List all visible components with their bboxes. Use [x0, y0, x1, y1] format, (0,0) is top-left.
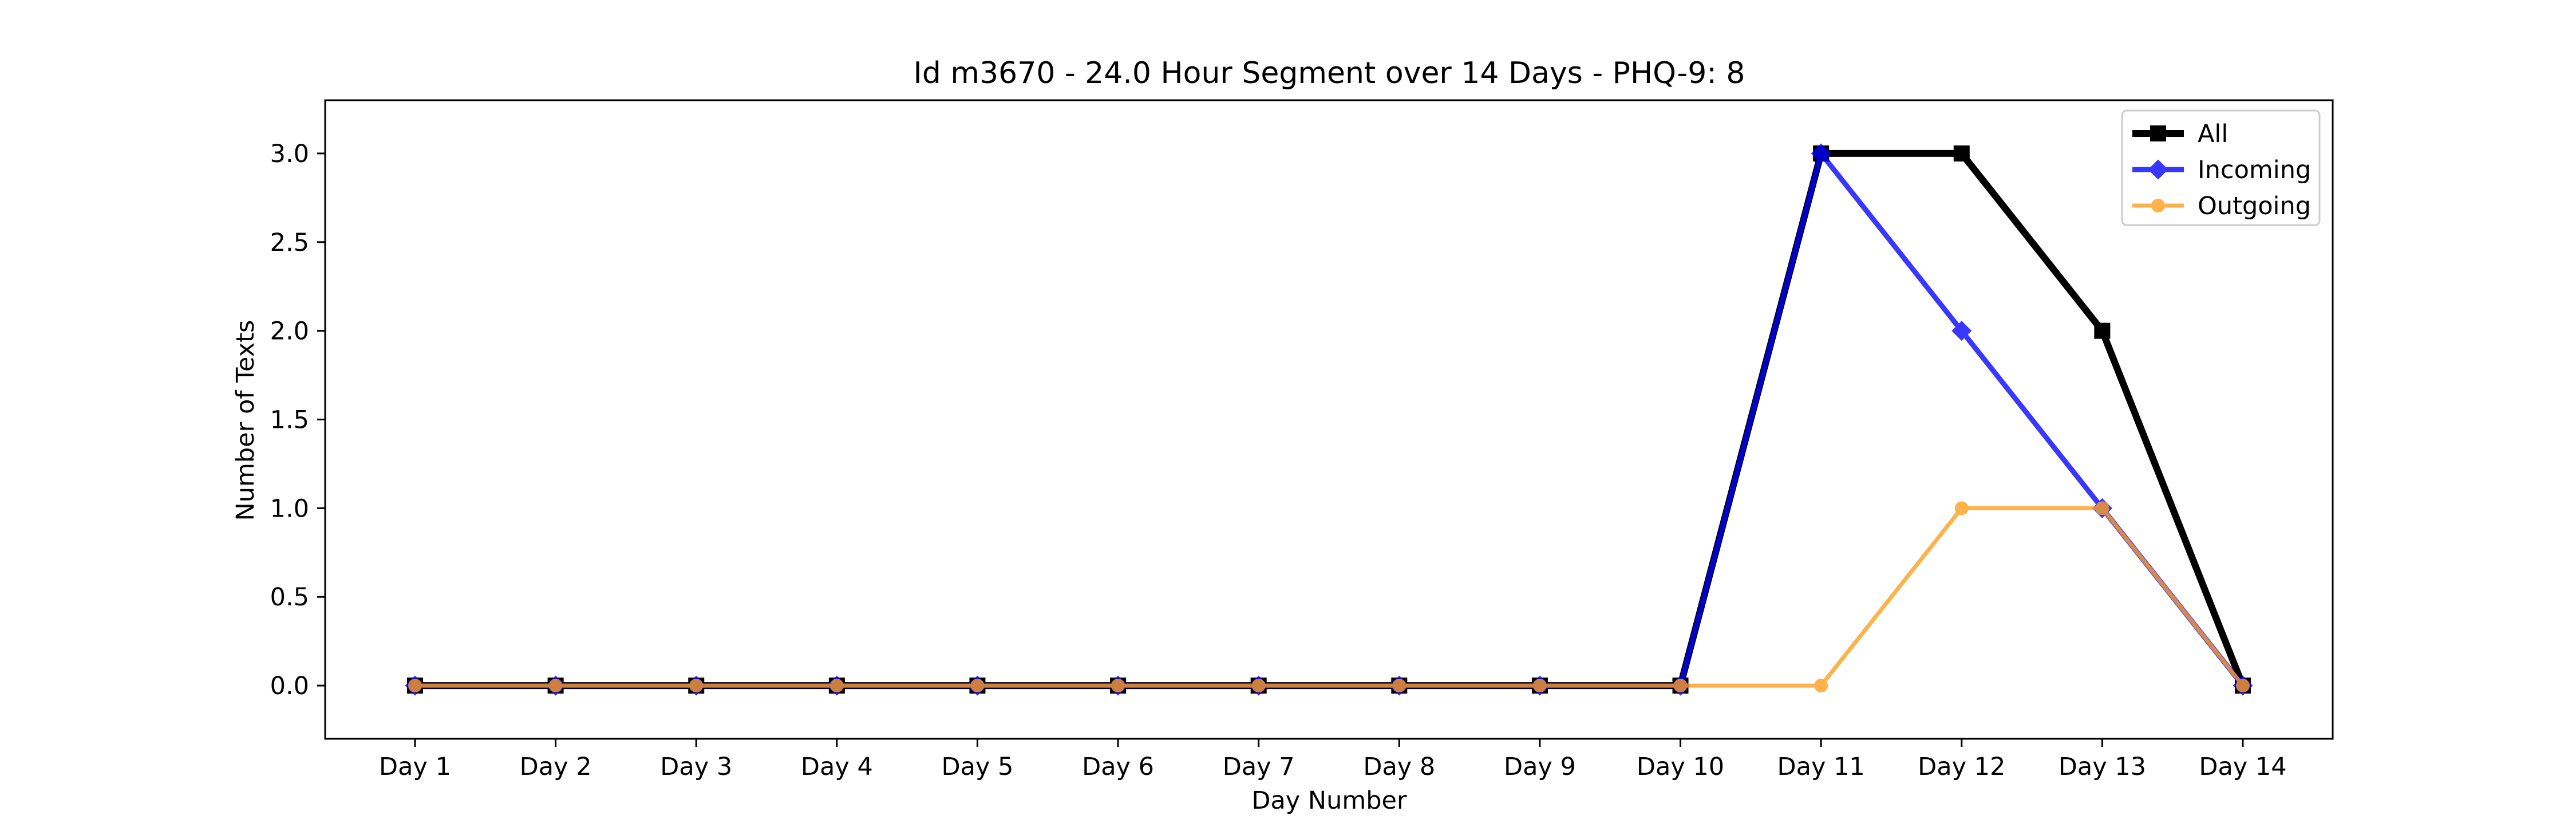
data-point	[829, 679, 844, 693]
series-all	[407, 145, 2251, 694]
chart-title: Id m3670 - 24.0 Hour Segment over 14 Day…	[914, 56, 1745, 90]
legend: All Incoming Outgoing	[2121, 109, 2321, 226]
legend-item	[2132, 159, 2184, 180]
data-point	[689, 679, 704, 693]
data-point	[1673, 679, 1688, 693]
data-point	[1954, 501, 1969, 515]
data-point	[1251, 679, 1266, 693]
data-point	[1953, 145, 1970, 162]
data-point	[1814, 679, 1828, 693]
x-tick-label: Day 5	[941, 753, 1013, 781]
series-outgoing	[408, 501, 2250, 693]
data-point	[2236, 679, 2250, 693]
x-tick-label: Day 11	[1777, 753, 1865, 781]
x-tick-label: Day 2	[520, 753, 592, 781]
x-tick-label: Day 3	[660, 753, 732, 781]
x-tick-label: Day 12	[1918, 753, 2005, 781]
plot-area: Day 1 Day 2 Day 3 Day 4 Day 5 Day 6 Day 7 Day 8…	[270, 99, 2334, 781]
data-point	[1532, 679, 1547, 693]
data-point	[1111, 679, 1125, 693]
y-tick-label: 0.5	[270, 583, 309, 612]
legend-marker	[2151, 199, 2165, 212]
x-tick-label: Day 1	[379, 753, 451, 781]
data-point	[1951, 321, 1972, 341]
legend-box	[2121, 109, 2321, 226]
series-line	[415, 506, 2245, 688]
data-point	[2094, 322, 2111, 339]
data-point	[2095, 501, 2109, 515]
data-point	[1392, 679, 1406, 693]
legend-marker	[2148, 159, 2168, 180]
x-tick-label: Day 7	[1223, 753, 1295, 781]
y-tick-label: 3.0	[270, 140, 309, 168]
y-axis-label: Number of Texts	[231, 320, 260, 521]
data-point	[1811, 143, 1831, 164]
x-tick-label: Day 4	[801, 753, 873, 781]
legend-marker	[2150, 125, 2166, 141]
y-tick-label: 2.5	[270, 229, 309, 257]
legend-item	[2132, 125, 2184, 141]
legend-item	[2132, 199, 2184, 212]
series-line	[415, 149, 2246, 690]
series-line	[415, 151, 2245, 688]
data-point	[408, 679, 422, 693]
y-tick-label: 1.0	[270, 494, 309, 523]
data-point	[548, 679, 563, 693]
series-incoming	[405, 143, 2253, 696]
x-tick-label: Day 10	[1637, 753, 1724, 781]
x-tick-label: Day 14	[2199, 753, 2286, 781]
x-axis-label: Day Number	[1251, 786, 1407, 815]
y-tick-label: 0.0	[270, 672, 309, 700]
legend-label: Outgoing	[2198, 192, 2311, 220]
data-point	[970, 679, 985, 693]
x-tick-label: Day 13	[2059, 753, 2146, 781]
x-tick-label: Day 6	[1082, 753, 1154, 781]
x-tick-label: Day 8	[1363, 753, 1435, 781]
x-tick-label: Day 9	[1504, 753, 1576, 781]
y-tick-label: 1.5	[270, 406, 309, 435]
legend-label: All	[2198, 120, 2228, 148]
legend-label: Incoming	[2198, 156, 2311, 184]
y-tick-label: 2.0	[270, 317, 309, 346]
